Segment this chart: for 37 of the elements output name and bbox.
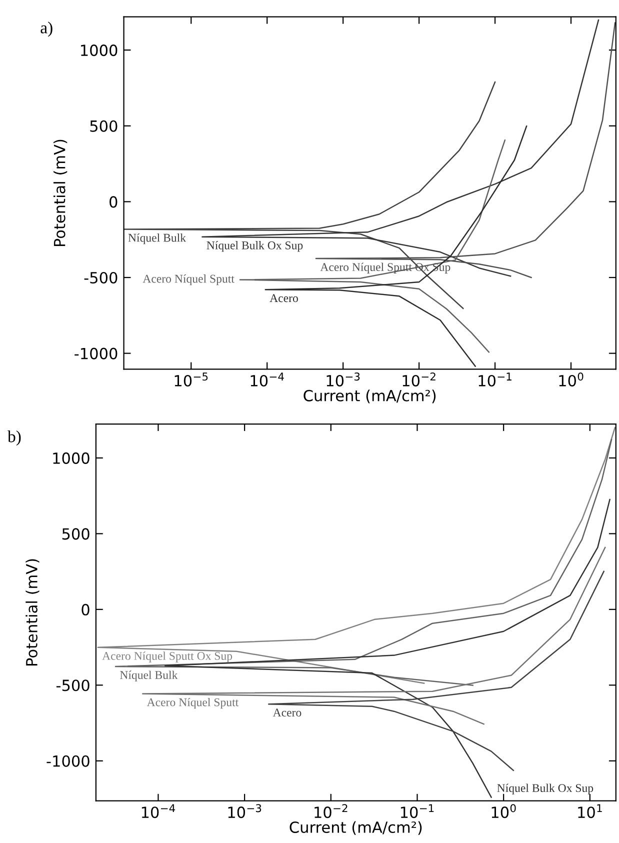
x-tick-label: 10$^{−1}$ [478, 372, 512, 387]
y-tick-label: -500 [56, 680, 90, 692]
x-tick-label: 10$^{−4}$ [142, 804, 176, 818]
chart-title: b) [8, 430, 21, 446]
series-label: Níquel Bulk [120, 670, 178, 682]
series-label: Acero Níquel Sputt [142, 274, 234, 286]
x-tick-label: 10$^{1}$ [578, 804, 602, 818]
y-tick-label: 500 [90, 120, 118, 132]
y-tick-label: 0 [82, 604, 90, 616]
series-label: Acero [272, 708, 302, 717]
y-axis-title: Potential (mV) [54, 140, 68, 246]
y-tick-label: 500 [62, 528, 90, 540]
series-label: Níquel Bulk Ox Sup [497, 784, 594, 794]
y-tick-label: 1000 [81, 44, 118, 56]
x-tick-label: 10$^{−5}$ [174, 372, 208, 387]
x-tick-label: 10$^{−4}$ [250, 372, 284, 387]
chart-title: a) [40, 22, 52, 37]
y-tick-label: -500 [84, 272, 118, 284]
y-tick-label: -1000 [74, 348, 118, 360]
y-tick-label: 1000 [53, 452, 90, 464]
x-tick-label: 10$^{−3}$ [326, 372, 360, 386]
x-tick-label: 10$^{0}$ [559, 372, 584, 386]
y-tick-label: 0 [110, 196, 118, 208]
x-axis-title: Current (mA/cm²) [304, 390, 436, 404]
x-tick-label: 10$^{−3}$ [228, 804, 262, 818]
y-axis-title: Potential (mV) [26, 559, 40, 666]
x-tick-label: 10$^{−2}$ [314, 804, 348, 818]
x-tick-label: 10$^{0}$ [492, 804, 516, 818]
x-tick-label: 10$^{−1}$ [400, 804, 434, 818]
series-label: Acero Níquel Sputt [146, 698, 239, 709]
series-label: Níquel Bulk [128, 233, 186, 244]
series-label: Acero Níquel Sputt Ox Sup [102, 652, 232, 662]
y-tick-label: -1000 [46, 755, 90, 767]
series-label: Acero [270, 294, 298, 302]
x-axis-title: Current (mA/cm²) [290, 821, 422, 835]
series-label: Níquel Bulk Ox Sup [206, 241, 303, 252]
x-tick-label: 10$^{−2}$ [402, 372, 436, 386]
